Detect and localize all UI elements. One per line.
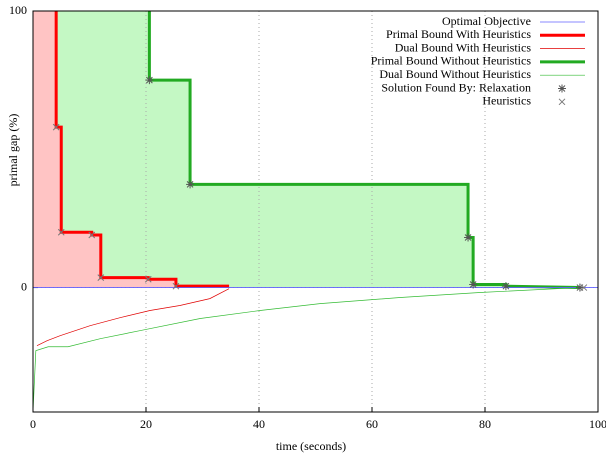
marker-stroke bbox=[97, 274, 105, 281]
x-tick-label: 80 bbox=[479, 417, 491, 431]
marker-stroke bbox=[144, 275, 152, 283]
legend-label: Optimal Objective bbox=[442, 14, 531, 28]
marker bbox=[97, 274, 105, 281]
marker bbox=[558, 98, 566, 106]
marker bbox=[88, 231, 96, 239]
marker bbox=[52, 123, 60, 131]
marker bbox=[558, 84, 566, 93]
x-tick-label: 20 bbox=[140, 417, 152, 431]
legend-label: Primal Bound With Heuristics bbox=[386, 27, 531, 41]
marker bbox=[57, 228, 65, 236]
legend-label: Solution Found By: Relaxation bbox=[381, 80, 531, 94]
series-line bbox=[36, 288, 230, 346]
x-tick-label: 0 bbox=[30, 417, 36, 431]
y-tick-label: 100 bbox=[9, 3, 27, 17]
x-tick-label: 100 bbox=[589, 417, 606, 431]
x-tick-label: 60 bbox=[366, 417, 378, 431]
marker-stroke bbox=[52, 123, 60, 131]
marker bbox=[575, 283, 584, 292]
marker bbox=[144, 275, 152, 283]
marker bbox=[172, 282, 180, 290]
marker bbox=[469, 280, 478, 289]
marker bbox=[580, 284, 588, 291]
marker-stroke bbox=[558, 98, 566, 106]
legend-label: Dual Bound With Heuristics bbox=[395, 40, 532, 54]
y-tick-label: 0 bbox=[21, 279, 27, 293]
y-axis-label: primal gap (%) bbox=[6, 114, 20, 187]
marker-stroke bbox=[580, 284, 588, 291]
marker bbox=[186, 180, 195, 189]
x-axis-label: time (seconds) bbox=[276, 439, 346, 453]
legend-label: Heuristics bbox=[482, 94, 531, 108]
marker bbox=[501, 282, 510, 291]
plot-frame bbox=[32, 10, 599, 413]
marker bbox=[145, 76, 154, 85]
marker-stroke bbox=[172, 282, 180, 290]
marker-stroke bbox=[88, 231, 96, 239]
legend-label: Primal Bound Without Heuristics bbox=[371, 54, 532, 68]
area-fill bbox=[33, 11, 230, 288]
series-line bbox=[32, 287, 580, 413]
marker-stroke bbox=[57, 228, 65, 236]
legend-label: Dual Bound Without Heuristics bbox=[379, 67, 531, 81]
x-tick-label: 40 bbox=[253, 417, 265, 431]
marker bbox=[464, 233, 473, 242]
series-line bbox=[54, 11, 230, 288]
